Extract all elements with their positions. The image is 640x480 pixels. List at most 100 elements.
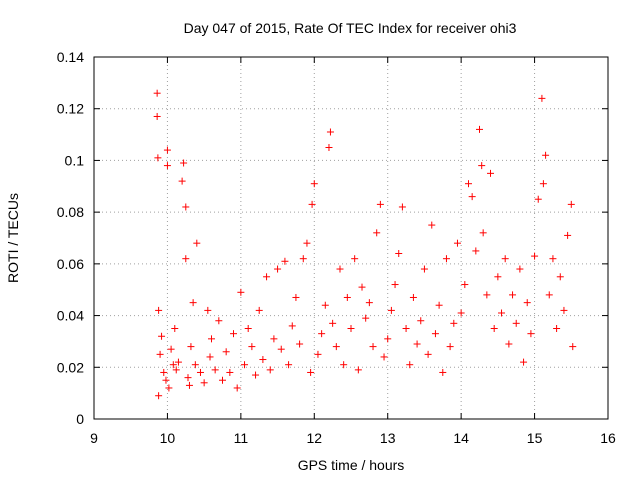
data-point [567,200,575,208]
data-point [241,361,249,369]
data-point [211,366,219,374]
data-point [332,343,340,351]
data-point [487,169,495,177]
data-point [325,144,333,151]
data-point [154,154,162,162]
data-point [549,255,557,263]
data-point [457,309,465,317]
data-point [468,193,476,201]
data-point [296,340,304,348]
data-point [206,353,214,361]
data-point [431,330,439,338]
y-tick-label: 0.06 [57,256,84,272]
data-point [512,319,520,327]
chart-title: Day 047 of 2015, Rate Of TEC Index for r… [184,20,517,36]
data-point [509,291,517,299]
data-point [476,125,483,133]
data-point [472,247,480,255]
data-point [365,299,373,307]
data-point [165,384,173,392]
tick-layer: 9 10 11 12 13 14 15 16 0 0.02 0.04 0.06 0.08 0.1 0.12 0… [57,49,616,446]
data-point [318,330,326,338]
data-point [155,392,163,400]
data-point [369,343,377,351]
data-point [461,281,469,289]
y-axis-label: ROTI / TECUs [5,193,21,283]
data-point [255,306,263,314]
data-point [556,273,564,281]
data-point [420,265,428,273]
data-point [204,306,212,314]
data-point [196,368,204,376]
data-point [158,332,166,340]
data-point [187,343,195,351]
data-point [464,180,472,188]
y-tick-label: 0.08 [57,204,84,220]
y-tick-label: 0 [76,411,84,427]
data-point [310,180,318,188]
data-point [446,343,454,351]
data-point [292,293,300,301]
data-point [391,281,399,289]
data-point [155,306,163,314]
data-point [453,239,461,247]
data-point [308,200,316,208]
data-point [478,162,486,170]
y-tick-label: 0.1 [65,152,85,168]
data-point [417,317,425,325]
data-point [402,325,410,332]
data-point [516,265,524,273]
data-point [494,273,502,281]
data-point [252,371,260,379]
data-point [498,309,506,317]
data-point [162,376,170,384]
x-tick-label: 15 [527,430,543,446]
x-tick-label: 12 [306,430,322,446]
data-point [207,335,215,343]
data-point [343,293,351,301]
data-point [406,361,414,369]
data-point [270,335,278,343]
data-point [483,291,491,299]
data-point [373,229,381,237]
y-tick-label: 0.12 [57,101,84,117]
data-point [184,374,192,382]
data-point [193,239,201,247]
data-point [288,322,296,330]
data-point [362,314,370,322]
data-point [266,366,274,374]
data-point [163,162,171,170]
data-point [189,299,197,307]
data-point [178,177,186,185]
data-point [560,306,568,314]
y-tick-label: 0.04 [57,308,84,324]
data-point [542,151,550,159]
data-point [347,325,355,332]
data-point [387,306,395,314]
data-point [274,265,282,273]
data-point [182,255,190,263]
data-point [200,379,208,387]
data-point [490,325,498,332]
data-point [442,255,450,263]
data-point [299,255,307,263]
data-point [523,299,531,307]
data-point [222,348,230,356]
data-point [505,340,513,348]
data-point [450,319,458,327]
x-tick-label: 11 [234,430,249,446]
data-point [413,340,421,348]
data-point [354,366,362,374]
data-point [185,381,193,389]
data-point [244,325,252,332]
data-point [169,361,177,369]
data-point [569,343,577,351]
data-point [329,319,337,327]
plot-frame [93,56,609,420]
data-point [226,368,234,376]
data-point [167,345,175,353]
y-tick-label: 0.14 [57,49,84,65]
data-point [564,231,572,239]
data-point [545,291,553,299]
